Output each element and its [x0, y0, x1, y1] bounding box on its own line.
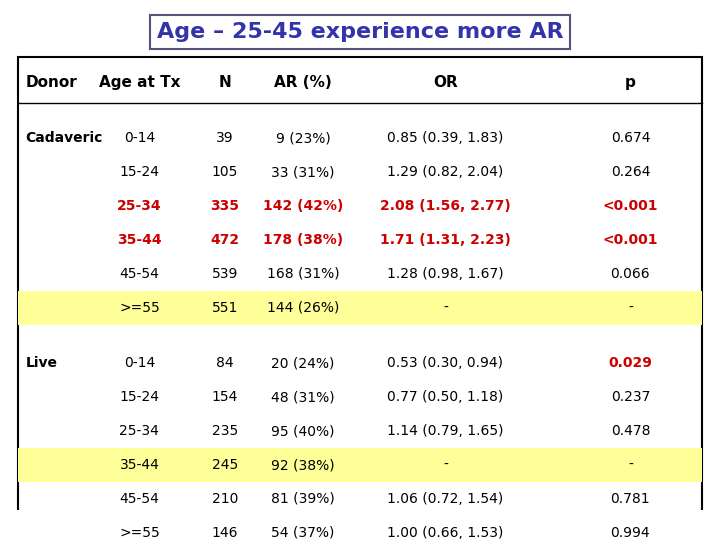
Text: AR (%): AR (%) — [274, 75, 332, 90]
Text: 0.85 (0.39, 1.83): 0.85 (0.39, 1.83) — [387, 131, 503, 145]
Text: Cadaveric: Cadaveric — [25, 131, 103, 145]
Text: 144 (26%): 144 (26%) — [267, 301, 339, 315]
Text: 25-34: 25-34 — [117, 199, 162, 213]
Text: 178 (38%): 178 (38%) — [263, 233, 343, 247]
Text: 54 (37%): 54 (37%) — [271, 526, 335, 540]
Text: >=55: >=55 — [119, 526, 160, 540]
Text: 472: 472 — [210, 233, 239, 247]
Text: 1.00 (0.66, 1.53): 1.00 (0.66, 1.53) — [387, 526, 503, 540]
Text: 0.264: 0.264 — [611, 165, 650, 179]
Text: 2.08 (1.56, 2.77): 2.08 (1.56, 2.77) — [380, 199, 510, 213]
Text: 539: 539 — [212, 267, 238, 281]
Text: Age at Tx: Age at Tx — [99, 75, 180, 90]
Text: 235: 235 — [212, 424, 238, 438]
Text: 15-24: 15-24 — [120, 165, 159, 179]
Text: 39: 39 — [216, 131, 233, 145]
Text: 0.029: 0.029 — [608, 356, 652, 370]
Text: 9 (23%): 9 (23%) — [276, 131, 330, 145]
Text: 0.781: 0.781 — [611, 492, 650, 506]
Text: 0.53 (0.30, 0.94): 0.53 (0.30, 0.94) — [387, 356, 503, 370]
Text: 84: 84 — [216, 356, 233, 370]
Text: 48 (31%): 48 (31%) — [271, 390, 335, 404]
Text: 168 (31%): 168 (31%) — [266, 267, 339, 281]
Text: 0-14: 0-14 — [124, 131, 155, 145]
Text: N: N — [218, 75, 231, 90]
FancyBboxPatch shape — [19, 291, 701, 325]
FancyBboxPatch shape — [19, 57, 701, 540]
Text: -: - — [628, 301, 633, 315]
Text: 0.237: 0.237 — [611, 390, 650, 404]
Text: 0.674: 0.674 — [611, 131, 650, 145]
Text: 45-54: 45-54 — [120, 267, 159, 281]
Text: 0.066: 0.066 — [611, 267, 650, 281]
Text: 33 (31%): 33 (31%) — [271, 165, 335, 179]
Text: Live: Live — [25, 356, 58, 370]
Text: -: - — [443, 458, 448, 472]
Text: 20 (24%): 20 (24%) — [271, 356, 335, 370]
Text: p: p — [625, 75, 636, 90]
FancyBboxPatch shape — [19, 448, 701, 482]
Text: 0.77 (0.50, 1.18): 0.77 (0.50, 1.18) — [387, 390, 503, 404]
Text: <0.001: <0.001 — [603, 233, 658, 247]
Text: 210: 210 — [212, 492, 238, 506]
Text: Donor: Donor — [25, 75, 77, 90]
Text: 25-34: 25-34 — [120, 424, 159, 438]
Text: 1.71 (1.31, 2.23): 1.71 (1.31, 2.23) — [380, 233, 510, 247]
Text: 551: 551 — [212, 301, 238, 315]
Text: 1.14 (0.79, 1.65): 1.14 (0.79, 1.65) — [387, 424, 504, 438]
Text: 105: 105 — [212, 165, 238, 179]
Text: 1.28 (0.98, 1.67): 1.28 (0.98, 1.67) — [387, 267, 504, 281]
Text: >=55: >=55 — [119, 301, 160, 315]
Text: OR: OR — [433, 75, 458, 90]
Text: 1.29 (0.82, 2.04): 1.29 (0.82, 2.04) — [387, 165, 503, 179]
Text: 0.994: 0.994 — [611, 526, 650, 540]
Text: 335: 335 — [210, 199, 239, 213]
Text: 35-44: 35-44 — [117, 233, 162, 247]
Text: Age – 25-45 experience more AR: Age – 25-45 experience more AR — [157, 22, 563, 42]
Text: 154: 154 — [212, 390, 238, 404]
Text: 245: 245 — [212, 458, 238, 472]
Text: 0-14: 0-14 — [124, 356, 155, 370]
Text: 142 (42%): 142 (42%) — [263, 199, 343, 213]
Text: 35-44: 35-44 — [120, 458, 159, 472]
Text: 45-54: 45-54 — [120, 492, 159, 506]
Text: 81 (39%): 81 (39%) — [271, 492, 335, 506]
Text: 146: 146 — [212, 526, 238, 540]
Text: 0.478: 0.478 — [611, 424, 650, 438]
Text: 1.06 (0.72, 1.54): 1.06 (0.72, 1.54) — [387, 492, 503, 506]
Text: 92 (38%): 92 (38%) — [271, 458, 335, 472]
Text: -: - — [443, 301, 448, 315]
Text: 95 (40%): 95 (40%) — [271, 424, 335, 438]
Text: <0.001: <0.001 — [603, 199, 658, 213]
Text: -: - — [628, 458, 633, 472]
Text: 15-24: 15-24 — [120, 390, 159, 404]
